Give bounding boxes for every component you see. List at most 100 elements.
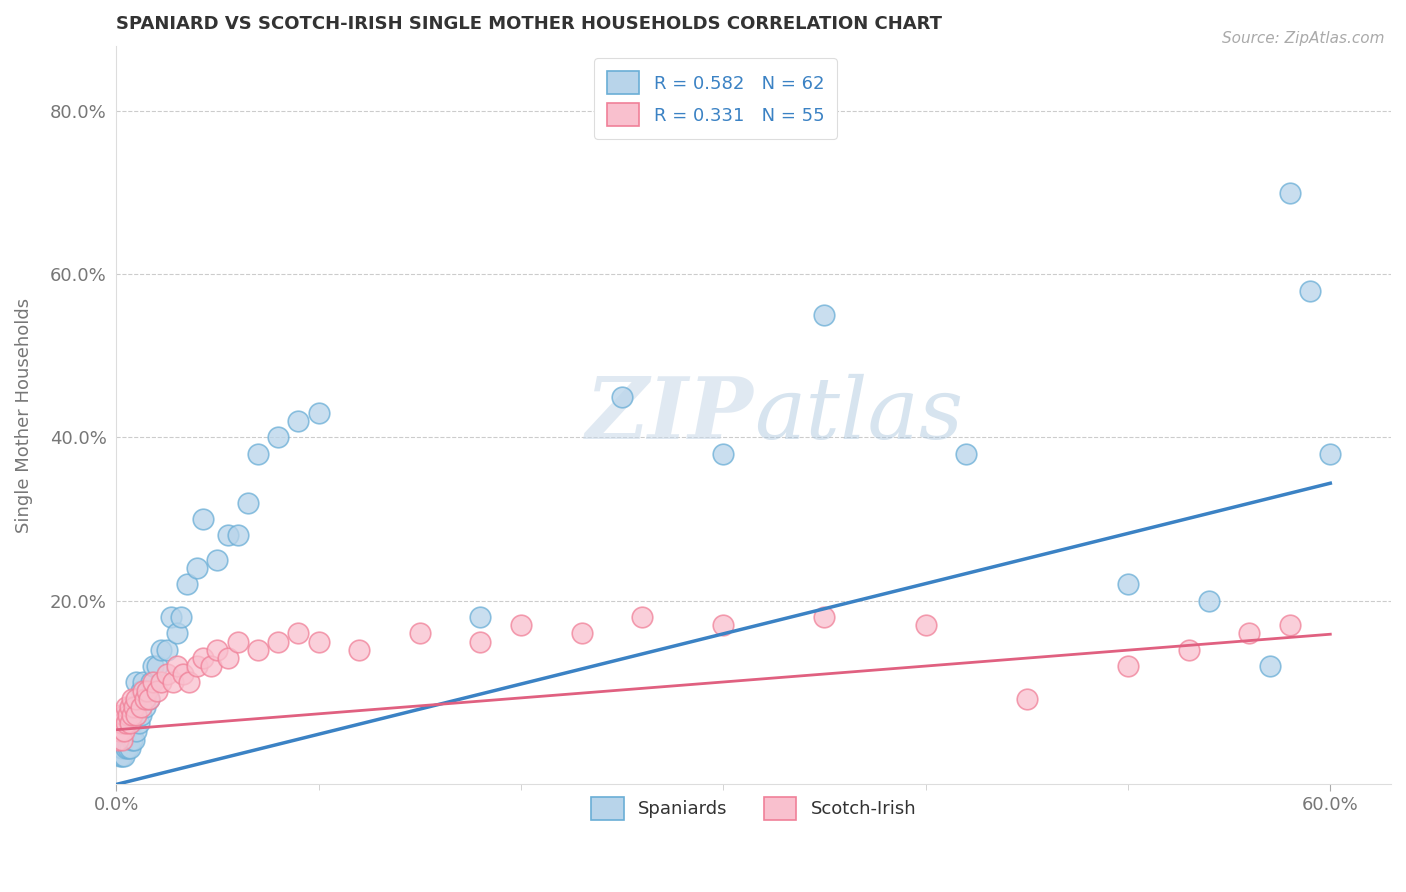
Point xyxy=(125,708,148,723)
Point xyxy=(347,642,370,657)
Point xyxy=(120,716,142,731)
Point xyxy=(914,618,936,632)
Point xyxy=(470,634,492,648)
Point xyxy=(711,447,734,461)
Point xyxy=(112,708,135,723)
Text: Source: ZipAtlas.com: Source: ZipAtlas.com xyxy=(1222,31,1385,46)
Point xyxy=(131,683,153,698)
Point xyxy=(267,634,290,648)
Point xyxy=(217,651,239,665)
Point xyxy=(117,708,139,723)
Point xyxy=(125,699,148,714)
Point xyxy=(117,740,139,755)
Point xyxy=(470,610,492,624)
Point xyxy=(246,642,269,657)
Point xyxy=(156,642,179,657)
Point xyxy=(115,724,138,739)
Point xyxy=(156,667,179,681)
Point xyxy=(112,748,135,763)
Point xyxy=(111,732,134,747)
Point xyxy=(287,626,309,640)
Point xyxy=(135,683,157,698)
Point xyxy=(134,691,156,706)
Point xyxy=(138,691,160,706)
Point xyxy=(308,634,330,648)
Text: SPANIARD VS SCOTCH-IRISH SINGLE MOTHER HOUSEHOLDS CORRELATION CHART: SPANIARD VS SCOTCH-IRISH SINGLE MOTHER H… xyxy=(117,15,942,33)
Point xyxy=(110,708,132,723)
Point xyxy=(117,716,139,731)
Point xyxy=(125,724,148,739)
Point xyxy=(112,724,135,739)
Point xyxy=(207,642,229,657)
Point xyxy=(115,708,138,723)
Point xyxy=(125,675,148,690)
Point xyxy=(110,748,132,763)
Point xyxy=(134,699,156,714)
Point xyxy=(121,716,143,731)
Point xyxy=(121,699,143,714)
Point xyxy=(176,577,198,591)
Point xyxy=(115,740,138,755)
Point xyxy=(149,675,172,690)
Point xyxy=(1239,626,1261,640)
Point xyxy=(111,724,134,739)
Point xyxy=(107,716,129,731)
Point xyxy=(1299,284,1322,298)
Point xyxy=(1278,618,1301,632)
Point xyxy=(107,724,129,739)
Point xyxy=(131,675,153,690)
Point xyxy=(1015,691,1038,706)
Point xyxy=(186,659,208,673)
Point xyxy=(139,675,162,690)
Point xyxy=(246,447,269,461)
Point xyxy=(112,732,135,747)
Y-axis label: Single Mother Households: Single Mother Households xyxy=(15,298,32,533)
Point xyxy=(813,308,835,322)
Point xyxy=(121,691,143,706)
Point xyxy=(129,699,152,714)
Point xyxy=(1116,577,1139,591)
Point xyxy=(124,699,146,714)
Point xyxy=(172,667,194,681)
Point xyxy=(1278,186,1301,200)
Point xyxy=(308,406,330,420)
Point xyxy=(226,634,249,648)
Point xyxy=(111,748,134,763)
Point xyxy=(129,683,152,698)
Point xyxy=(115,699,138,714)
Point xyxy=(128,716,150,731)
Point xyxy=(177,675,200,690)
Point xyxy=(145,659,167,673)
Point xyxy=(160,610,183,624)
Point xyxy=(217,528,239,542)
Point xyxy=(110,732,132,747)
Point xyxy=(107,740,129,755)
Point xyxy=(121,708,143,723)
Point xyxy=(149,642,172,657)
Point xyxy=(166,626,188,640)
Point xyxy=(162,675,184,690)
Point xyxy=(170,610,193,624)
Point xyxy=(1319,447,1341,461)
Point xyxy=(142,675,165,690)
Point xyxy=(186,561,208,575)
Point xyxy=(120,740,142,755)
Point xyxy=(287,414,309,428)
Point xyxy=(107,732,129,747)
Point xyxy=(142,659,165,673)
Point xyxy=(409,626,432,640)
Point xyxy=(1177,642,1199,657)
Legend: Spaniards, Scotch-Irish: Spaniards, Scotch-Irish xyxy=(583,789,924,827)
Point xyxy=(121,732,143,747)
Point xyxy=(125,691,148,706)
Point xyxy=(124,732,146,747)
Point xyxy=(236,496,259,510)
Point xyxy=(135,683,157,698)
Text: atlas: atlas xyxy=(754,374,963,457)
Point xyxy=(1198,593,1220,607)
Point xyxy=(226,528,249,542)
Point xyxy=(193,512,215,526)
Point xyxy=(631,610,654,624)
Point xyxy=(955,447,977,461)
Point xyxy=(200,659,222,673)
